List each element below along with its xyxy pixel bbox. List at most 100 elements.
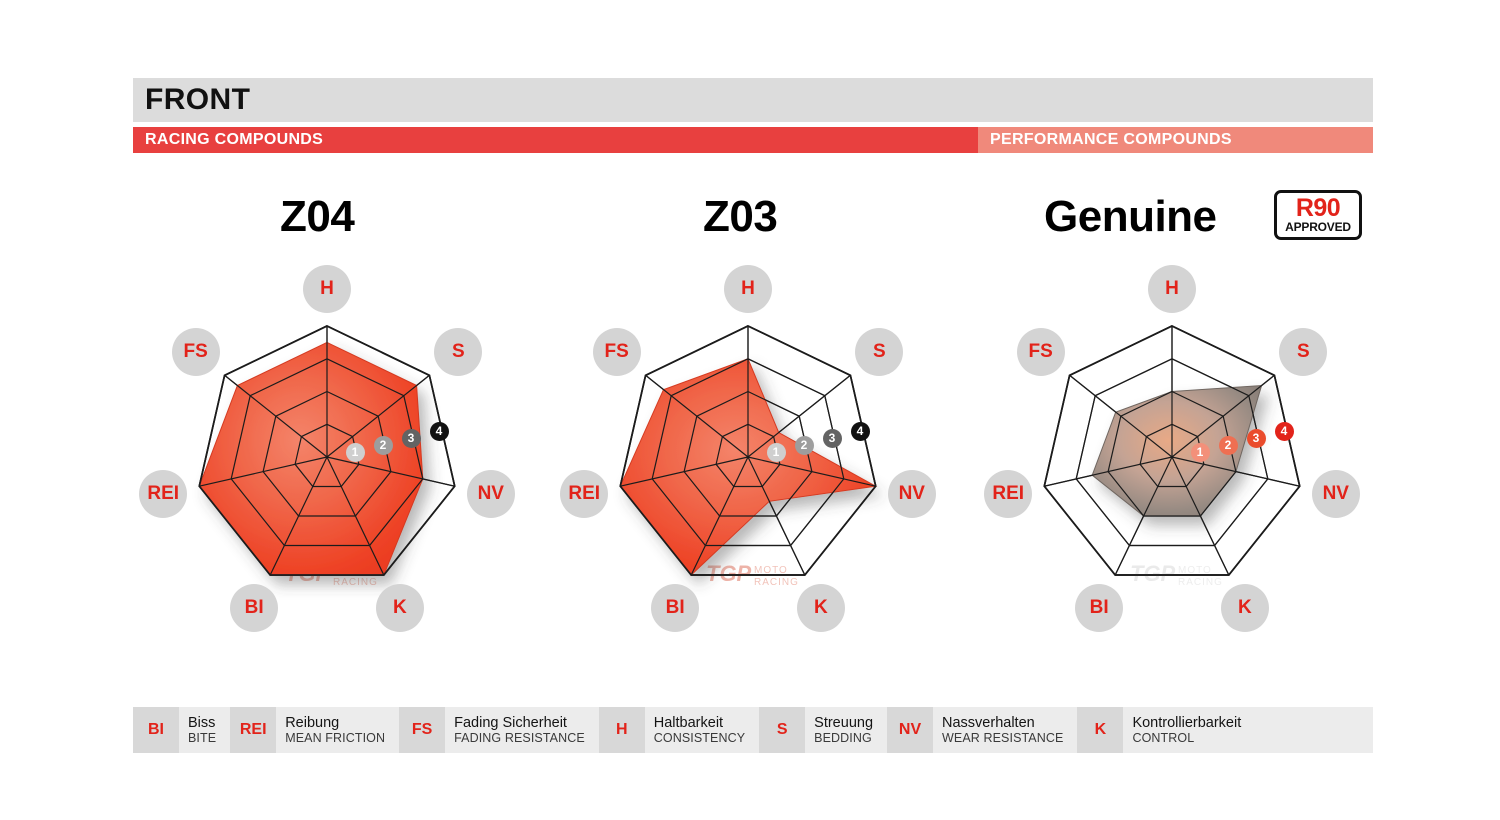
legend-name-de: Streuung	[814, 714, 874, 731]
compound-title-z03: Z03	[703, 192, 778, 241]
radar-axis-line-top-NV	[747, 456, 876, 487]
legend-name-en: BITE	[188, 731, 217, 746]
radar-axis-label-nv: NV	[1311, 470, 1360, 519]
legend-abbr-badge: K	[1077, 707, 1124, 753]
radar-axis-label-h: H	[1148, 265, 1196, 313]
radar-axis-line-top-FS	[224, 374, 328, 458]
svg-text:MOTO: MOTO	[1178, 565, 1212, 576]
legend-name-de: Reibung	[285, 714, 340, 731]
legend-name-en: BEDDING	[814, 731, 872, 746]
legend-name-de: Nassverhalten	[942, 714, 1035, 731]
svg-text:RACING: RACING	[333, 577, 378, 588]
radar-axis-label-k: K	[1220, 584, 1269, 633]
racing-compounds-band: RACING COMPOUNDS	[133, 127, 978, 153]
svg-text:MOTO: MOTO	[754, 565, 788, 576]
radar-chart-genuine: TGP MOTO RACING H S NV K BI REI FS 1 2 3 4	[972, 265, 1372, 655]
radar-ring-badge-3: 3	[1246, 428, 1266, 448]
legend-text: Streuung BEDDING	[805, 707, 887, 753]
legend-name-en: MEAN FRICTION	[285, 731, 386, 746]
svg-text:RACING: RACING	[1178, 577, 1223, 588]
performance-compounds-label: PERFORMANCE COMPOUNDS	[990, 131, 1232, 148]
legend-item-nv: NV Nassverhalten WEAR RESISTANCE	[887, 707, 1077, 753]
radar-grid-ring-top-2	[683, 390, 813, 517]
radar-axis-label-fs: FS	[171, 328, 220, 377]
radar-axis-line-top-K	[326, 456, 385, 576]
radar-axis-label-s: S	[855, 328, 904, 377]
radar-grid-ring-top-3	[230, 358, 424, 547]
radar-axis-line-top-REI	[1044, 456, 1173, 487]
legend-item-fs: FS Fading Sicherheit FADING RESISTANCE	[399, 707, 599, 753]
legend-abbr-badge: REI	[230, 707, 277, 753]
compound-title-z04: Z04	[280, 192, 355, 241]
radar-axis-line-top-REI	[199, 456, 328, 487]
radar-grid-ring-top-4	[619, 325, 877, 576]
radar-axis-label-nv: NV	[466, 470, 515, 519]
r90-text: R90	[1295, 194, 1341, 223]
radar-axis-label-rei: REI	[560, 470, 609, 519]
radar-ring-badge-1: 1	[345, 442, 365, 462]
radar-axis-line-top-NV	[326, 456, 455, 487]
legend-text: Reibung MEAN FRICTION	[276, 707, 399, 753]
page-title: FRONT	[145, 83, 251, 116]
legend-abbr-badge: BI	[133, 707, 179, 753]
svg-text:RACING: RACING	[754, 577, 799, 588]
legend-name-en: CONTROL	[1132, 731, 1195, 746]
legend-item-h: H Haltbarkeit CONSISTENCY	[598, 707, 759, 753]
radar-axis-line-top-K	[747, 456, 806, 576]
radar-chart-z03: TGP MOTO RACING H S NV K BI REI FS 1 2 3 4	[548, 265, 948, 655]
radar-grid-ring-top-1	[1139, 423, 1205, 488]
radar-ring-badge-4: 4	[1274, 421, 1294, 441]
legend-name-en: CONSISTENCY	[653, 731, 746, 746]
performance-compounds-band: PERFORMANCE COMPOUNDS	[978, 127, 1373, 153]
radar-grid-ring-top-4	[1043, 325, 1301, 576]
radar-axis-label-rei: REI	[139, 470, 188, 519]
legend-item-rei: REI Reibung MEAN FRICTION	[230, 707, 399, 753]
svg-text:TGP: TGP	[706, 561, 752, 586]
legend-text: Kontrollierbarkeit CONTROL	[1123, 707, 1255, 753]
legend-text: Biss BITE	[179, 707, 230, 753]
legend-abbr-badge: S	[759, 707, 806, 753]
radar-axis-label-nv: NV	[887, 470, 936, 519]
radar-axis-label-k: K	[375, 584, 424, 633]
category-bar: RACING COMPOUNDS PERFORMANCE COMPOUNDS	[133, 127, 1373, 153]
radar-axis-line-top-BI	[690, 456, 749, 576]
radar-axis-label-h: H	[303, 265, 351, 313]
legend-item-s: S Streuung BEDDING	[759, 707, 887, 753]
racing-compounds-label: RACING COMPOUNDS	[145, 131, 324, 148]
radar-axis-label-fs: FS	[1016, 328, 1065, 377]
radar-grid-ring-top-1	[294, 423, 360, 488]
legend-item-k: K Kontrollierbarkeit CONTROL	[1077, 707, 1255, 753]
legend-name-de: Biss	[188, 714, 216, 731]
radar-axis-label-bi: BI	[1075, 584, 1124, 633]
svg-text:TGP: TGP	[1130, 561, 1176, 586]
legend-text: Haltbarkeit CONSISTENCY	[645, 707, 759, 753]
radar-grid-ring-top-1	[715, 423, 781, 488]
radar-ring-badge-2: 2	[794, 435, 814, 455]
radar-axis-line-top-S	[1171, 374, 1275, 458]
legend-name-de: Haltbarkeit	[653, 714, 724, 731]
legend-name-de: Kontrollierbarkeit	[1132, 714, 1242, 731]
radar-ring-badge-2: 2	[373, 435, 393, 455]
radar-grid-ring-top-4	[198, 325, 456, 576]
radar-axis-label-s: S	[1279, 328, 1328, 377]
front-bar: FRONT	[133, 78, 1373, 122]
radar-axis-line-top-BI	[269, 456, 328, 576]
radar-ring-badge-4: 4	[429, 421, 449, 441]
radar-axis-line-top-REI	[620, 456, 749, 487]
radar-grid-ring-top-2	[1107, 390, 1237, 517]
radar-axis-label-s: S	[434, 328, 483, 377]
radar-axis-label-k: K	[796, 584, 845, 633]
legend-name-en: FADING RESISTANCE	[454, 731, 585, 746]
radar-axis-line-top-K	[1171, 456, 1230, 576]
radar-axis-line-top-S	[326, 374, 430, 458]
legend-abbr-badge: NV	[887, 707, 934, 753]
radar-axis-line-top-NV	[1171, 456, 1300, 487]
radar-ring-badge-4: 4	[850, 421, 870, 441]
legend-item-bi: BI Biss BITE	[133, 707, 230, 753]
legend-abbr-badge: H	[598, 707, 645, 753]
r90-approved-badge: R90 APPROVED	[1274, 190, 1362, 240]
radar-ring-badge-1: 1	[1190, 442, 1210, 462]
